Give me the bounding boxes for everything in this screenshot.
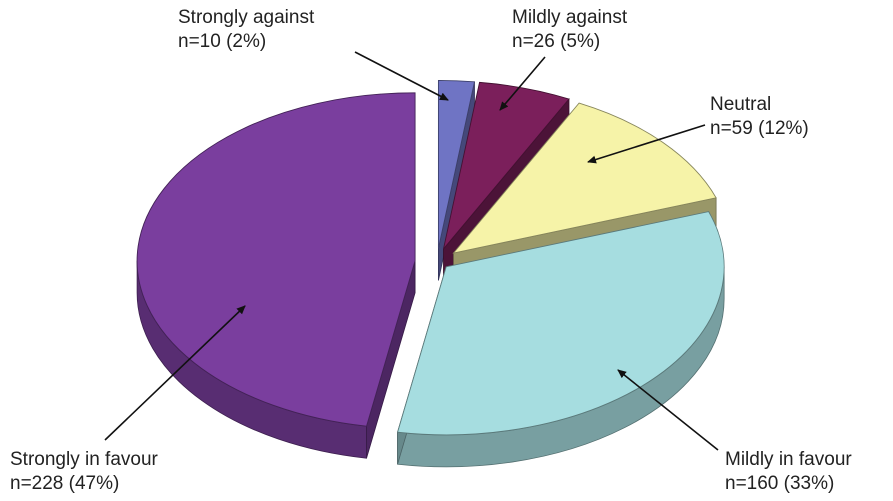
label-mildly-in-favour-name: Mildly in favour	[725, 449, 852, 470]
label-strongly-against-name: Strongly against	[178, 7, 315, 28]
leader-line-strongly-against	[354, 51, 449, 101]
label-strongly-against: Strongly against n=10 (2%)	[178, 6, 314, 54]
leader-line-mildly-in-favour	[617, 369, 719, 451]
slice-top-strongly-against	[437, 79, 476, 249]
label-mildly-against-name: Mildly against	[512, 7, 628, 28]
label-strongly-against-count: n=10 (2%)	[178, 31, 267, 52]
slice-mildly-in-favour	[396, 211, 725, 468]
label-strongly-in-favour: Strongly in favour n=228 (47%)	[10, 448, 158, 496]
label-strongly-in-favour-count: n=228 (47%)	[10, 473, 120, 494]
label-neutral: Neutral n=59 (12%)	[710, 93, 809, 141]
label-mildly-in-favour-count: n=160 (33%)	[725, 473, 835, 494]
label-mildly-against-count: n=26 (5%)	[512, 31, 601, 52]
slice-top-mildly-against	[443, 81, 570, 250]
label-mildly-in-favour: Mildly in favour n=160 (33%)	[725, 448, 852, 496]
slice-top-neutral	[452, 102, 717, 254]
slice-top-mildly-in-favour	[396, 211, 725, 436]
label-mildly-against: Mildly against n=26 (5%)	[512, 6, 627, 54]
leader-line-mildly-against	[499, 56, 546, 111]
label-neutral-name: Neutral	[710, 94, 772, 115]
slice-strongly-in-favour	[136, 92, 416, 459]
label-neutral-count: n=59 (12%)	[710, 118, 809, 139]
leader-line-strongly-in-favour	[104, 305, 246, 441]
leader-line-neutral	[587, 124, 706, 164]
label-strongly-in-favour-name: Strongly in favour	[10, 449, 158, 470]
